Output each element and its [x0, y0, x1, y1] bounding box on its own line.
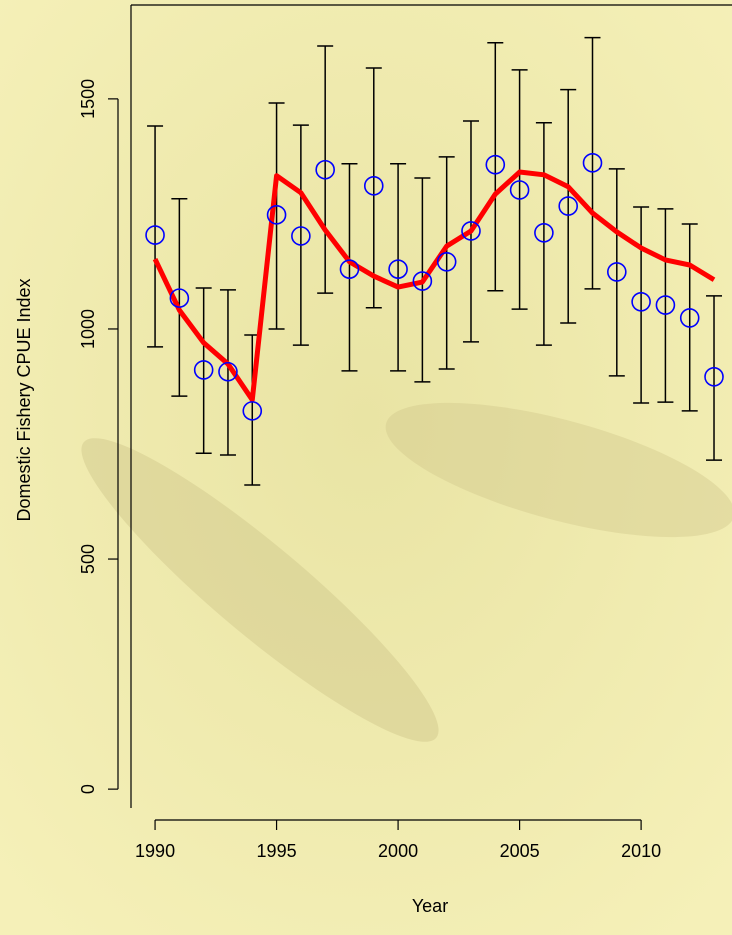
y-tick-label: 1000 — [78, 309, 98, 349]
x-tick-label: 2010 — [621, 841, 661, 861]
x-tick-label: 2005 — [500, 841, 540, 861]
page: Year Domestic Fishery CPUE Index 0 500 100… — [0, 0, 732, 935]
y-tick-label: 0 — [78, 784, 98, 794]
x-tick-label: 2000 — [378, 841, 418, 861]
x-axis-label: Year — [412, 896, 448, 916]
y-tick-label: 1500 — [78, 79, 98, 119]
x-tick-label: 1990 — [135, 841, 175, 861]
chart: Year Domestic Fishery CPUE Index 0 500 100… — [0, 0, 732, 935]
y-tick-label: 500 — [78, 544, 98, 574]
x-tick-label: 1995 — [257, 841, 297, 861]
y-axis-label: Domestic Fishery CPUE Index — [14, 278, 34, 521]
